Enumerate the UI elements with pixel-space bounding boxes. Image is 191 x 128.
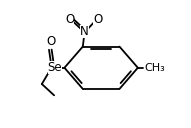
Text: O: O [65, 13, 74, 26]
Text: CH₃: CH₃ [144, 63, 165, 73]
Text: O: O [93, 13, 103, 26]
Text: N: N [80, 25, 89, 38]
Text: Se: Se [48, 61, 62, 74]
Text: O: O [47, 35, 56, 48]
